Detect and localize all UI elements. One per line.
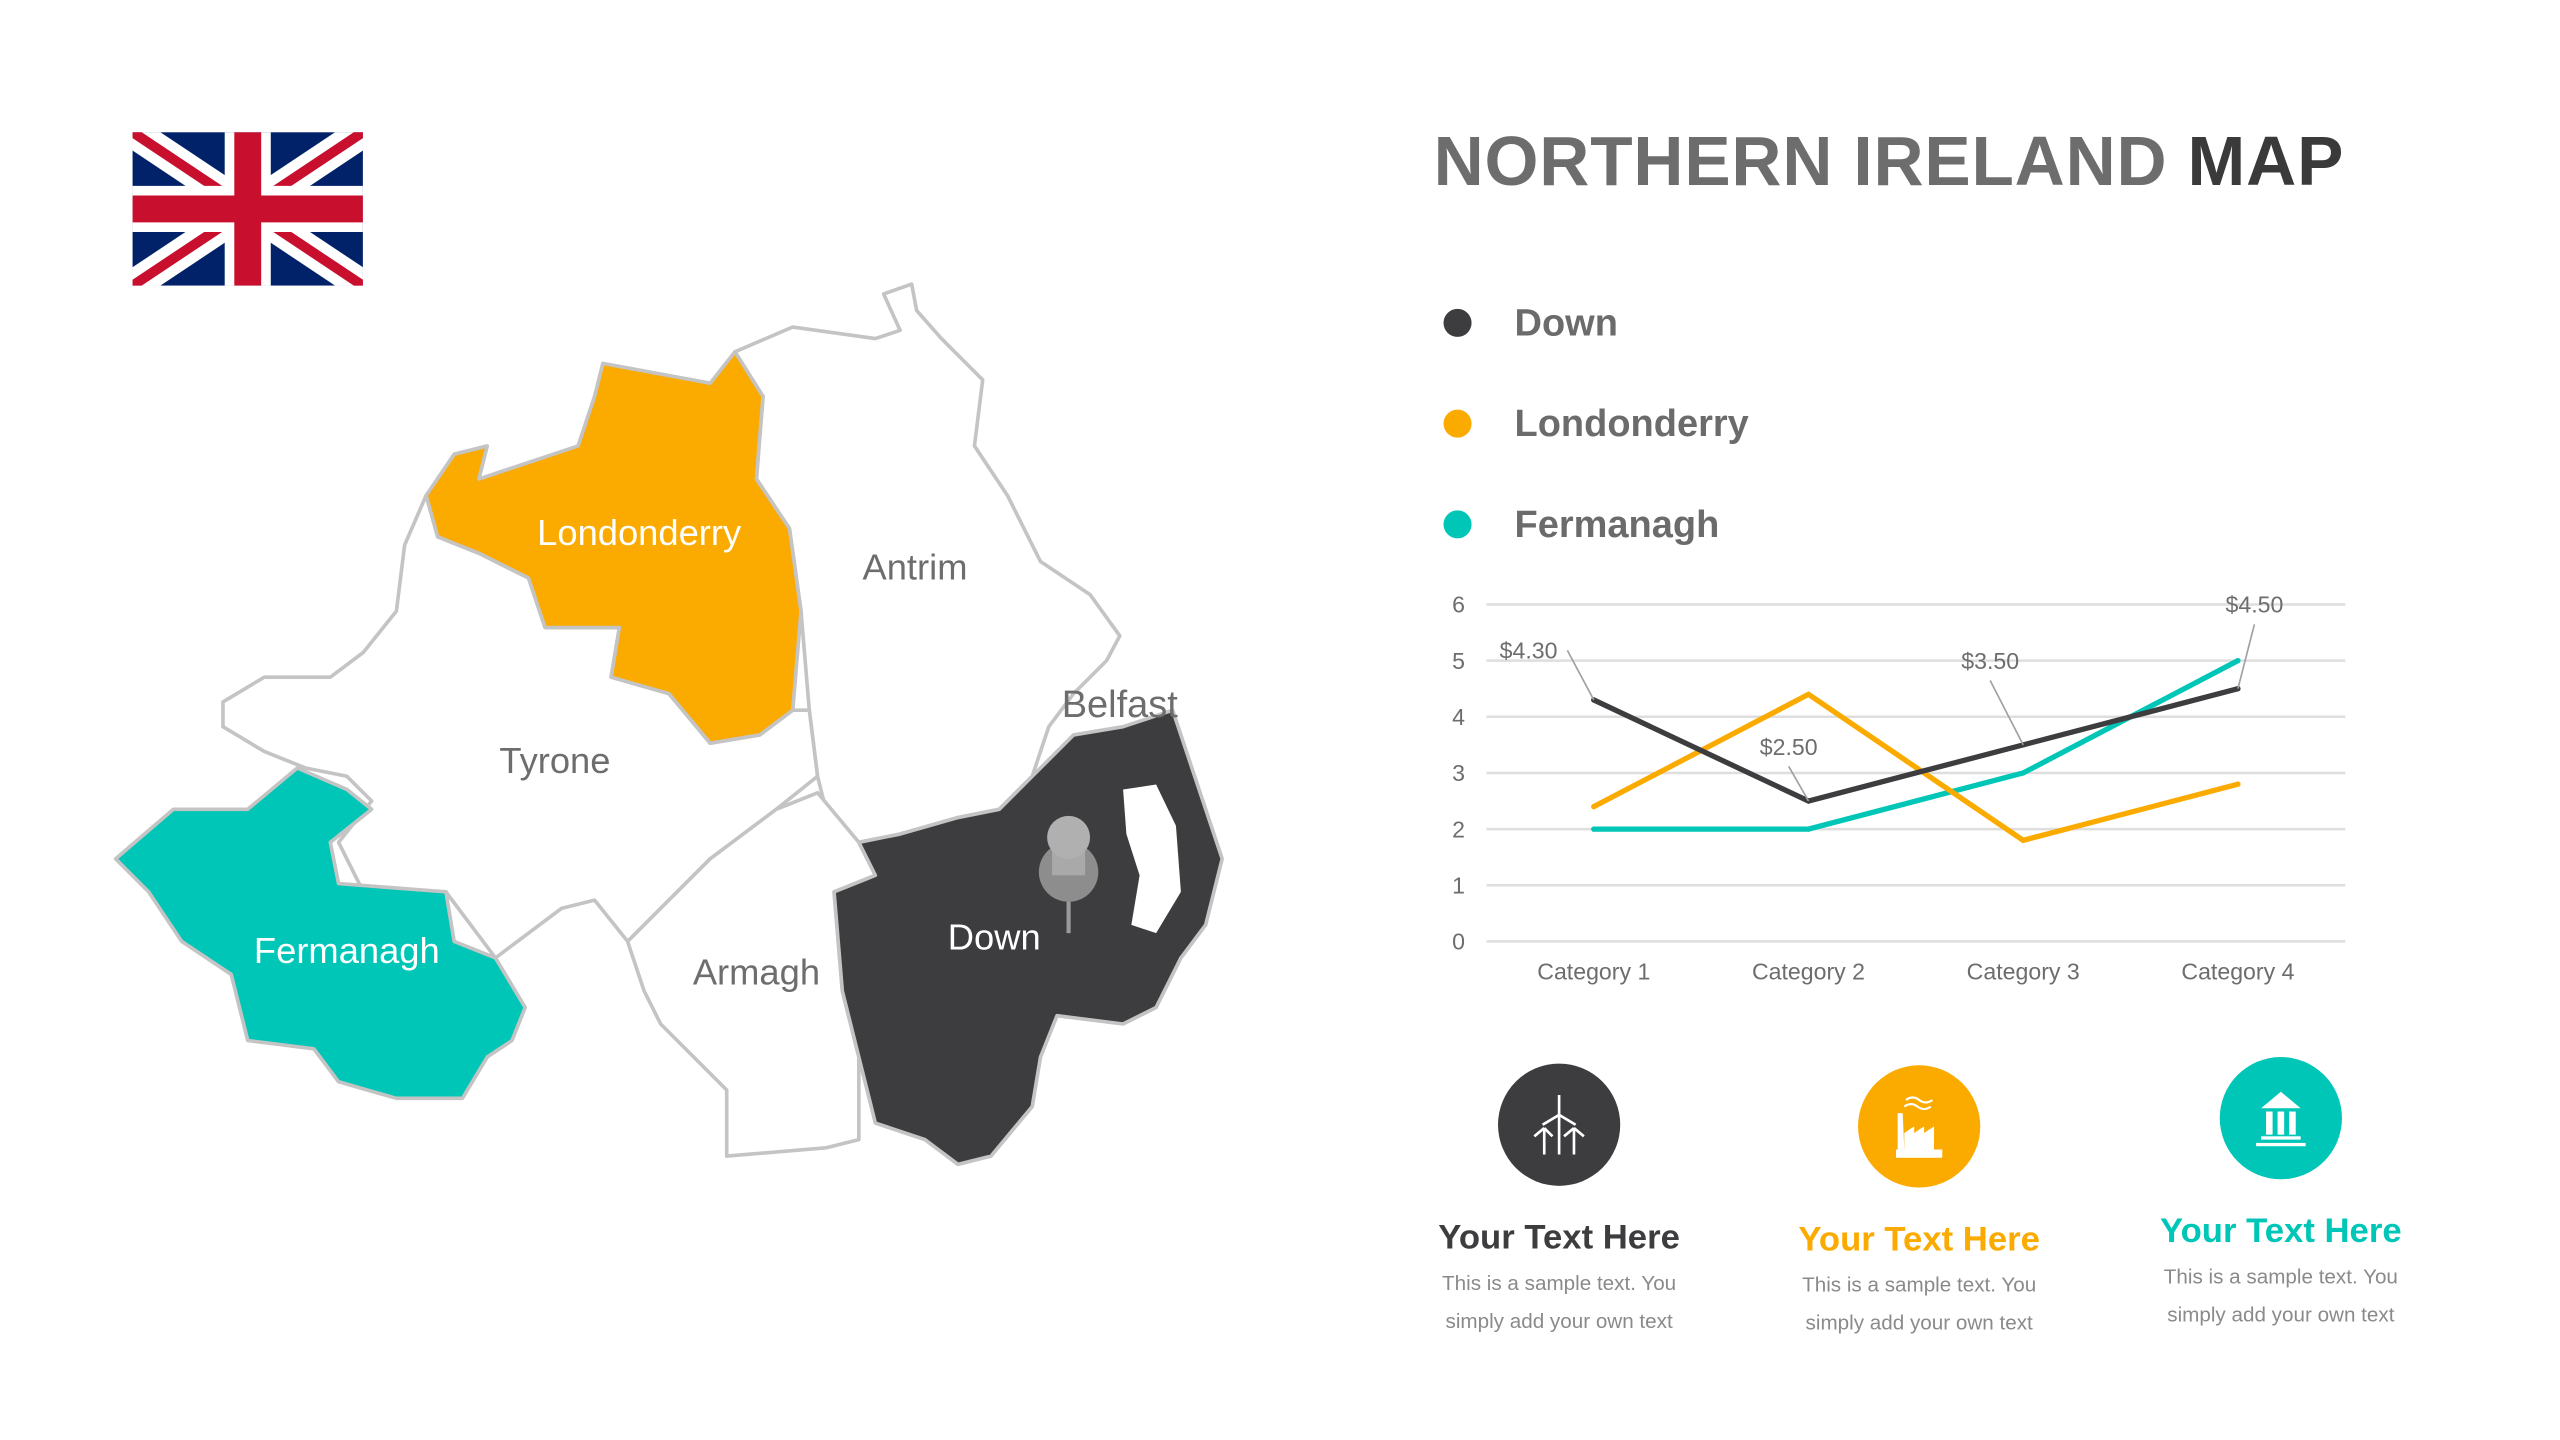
label-down: Down [948, 917, 1041, 958]
county-londonderry[interactable] [424, 349, 803, 746]
title-part2: MAP [2187, 122, 2345, 200]
y-tick-label: 5 [1452, 648, 1465, 674]
data-point [2235, 781, 2241, 787]
label-antrim: Antrim [863, 547, 968, 588]
x-tick-label: Category 3 [1967, 958, 2080, 984]
data-label: $4.50 [2226, 592, 2284, 618]
card-title: Your Text Here [1798, 1220, 2040, 1259]
card-body: This is a sample text. You simply add you… [2116, 1259, 2446, 1335]
card-body-line: This is a sample text. You [1442, 1271, 1677, 1295]
x-tick-label: Category 2 [1752, 958, 1865, 984]
legend-item-fermanagh: Fermanagh [1443, 502, 1719, 547]
legend-item-down: Down [1443, 300, 1618, 346]
title-part1: NORTHERN IRELAND [1433, 122, 2168, 200]
county-down[interactable] [832, 708, 1225, 1167]
data-label: $4.30 [1500, 638, 1558, 664]
legend-label: Fermanagh [1514, 502, 1720, 546]
legend-dot [1443, 510, 1472, 539]
factory-icon [1858, 1065, 1981, 1188]
x-tick-label: Category 4 [2181, 958, 2294, 984]
strangford-lough [1123, 784, 1181, 934]
x-tick-label: Category 1 [1537, 958, 1650, 984]
y-tick-label: 0 [1452, 929, 1465, 955]
data-point [1805, 826, 1812, 832]
y-tick-label: 3 [1452, 760, 1465, 786]
y-tick-label: 4 [1452, 704, 1465, 730]
legend-dot [1443, 308, 1472, 337]
union-jack-flag-icon [132, 132, 363, 286]
series-line-down [1591, 686, 2241, 804]
legend-label: Down [1514, 300, 1618, 344]
data-point [2020, 770, 2026, 776]
card-body: This is a sample text. You simply add you… [1394, 1265, 1724, 1341]
label-belfast: Belfast [1062, 684, 1179, 726]
info-card-3: Your Text Here This is a sample text. Yo… [2116, 1057, 2446, 1334]
y-tick-label: 2 [1452, 816, 1465, 842]
label-fermanagh: Fermanagh [254, 930, 440, 971]
card-body-line: simply add your own text [2167, 1303, 2395, 1327]
info-card-1: Your Text Here This is a sample text. Yo… [1394, 1063, 1724, 1341]
data-point [1591, 803, 1597, 810]
card-title: Your Text Here [1438, 1218, 1680, 1257]
data-label: $2.50 [1760, 734, 1818, 760]
data-point [2235, 657, 2241, 664]
leader-line [1566, 650, 1595, 701]
wind-turbine-icon [1498, 1063, 1621, 1186]
card-body: This is a sample text. You simply add you… [1754, 1267, 2084, 1343]
legend-dot [1443, 409, 1472, 438]
card-body-line: This is a sample text. You [1802, 1273, 2037, 1297]
label-londonderry: Londonderry [537, 512, 742, 553]
pushpin-icon [1038, 815, 1099, 934]
data-point [2020, 837, 2026, 843]
info-card-2: Your Text Here This is a sample text. Yo… [1754, 1065, 2084, 1342]
y-tick-label: 6 [1452, 592, 1465, 618]
data-label: $3.50 [1961, 648, 2019, 674]
card-body-line: simply add your own text [1445, 1309, 1673, 1333]
y-tick-label: 1 [1452, 873, 1465, 899]
leader-line [1787, 765, 1810, 802]
data-point [1591, 826, 1597, 832]
county-antrim[interactable] [733, 282, 1122, 845]
label-armagh: Armagh [693, 951, 820, 992]
county-fermanagh[interactable] [113, 766, 528, 1101]
bank-building-icon [2219, 1057, 2342, 1180]
leader-line [2237, 624, 2256, 689]
card-title: Your Text Here [2160, 1212, 2402, 1251]
data-point [1805, 691, 1812, 697]
page-title: NORTHERN IRELAND MAP [1434, 122, 2345, 201]
leader-line [1989, 680, 2024, 746]
data-point [2235, 686, 2241, 692]
card-body-line: This is a sample text. You [2163, 1265, 2398, 1289]
legend-label: Londonderry [1514, 401, 1749, 445]
card-body-line: simply add your own text [1805, 1311, 2033, 1335]
label-tyrone: Tyrone [499, 740, 610, 781]
legend-item-londonderry: Londonderry [1443, 401, 1749, 446]
